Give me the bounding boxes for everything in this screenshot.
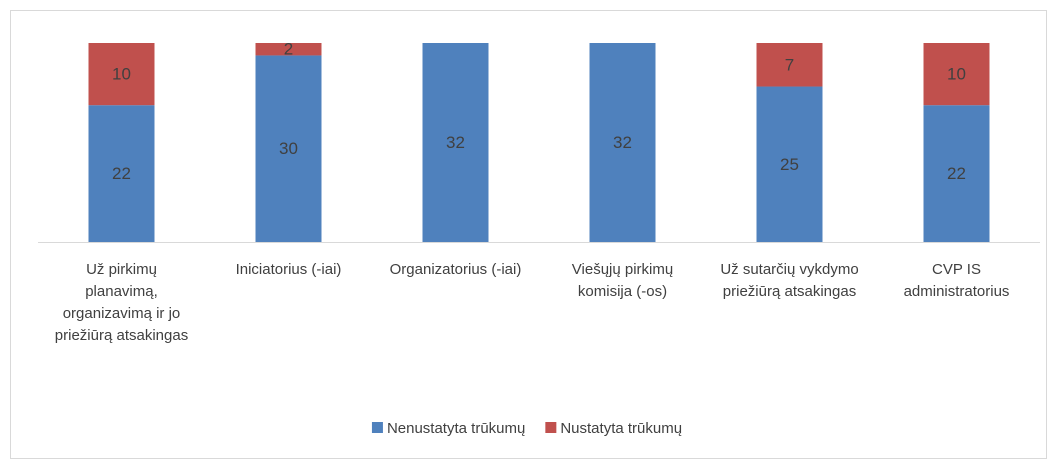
data-label: 2 xyxy=(284,40,293,59)
legend-label: Nenustatyta trūkumų xyxy=(387,420,525,437)
bar-segment xyxy=(255,55,322,242)
data-label: 25 xyxy=(780,155,799,174)
bar-segment xyxy=(923,105,990,242)
legend-label: Nustatyta trūkumų xyxy=(560,420,682,437)
bar-segment xyxy=(923,43,990,106)
x-tick-label: CVP IS administratorius xyxy=(904,261,1010,300)
x-tick-label: Viešųjų pirkimų komisija (-os) xyxy=(572,261,673,300)
bar-segment xyxy=(88,105,155,242)
legend-swatch xyxy=(545,422,557,433)
x-tick-label: Už pirkimų planavimą, organizavimą ir jo pr… xyxy=(55,261,188,344)
data-label: 32 xyxy=(613,133,632,152)
x-tick-label: Organizatorius (-iai) xyxy=(390,261,522,278)
data-label: 10 xyxy=(112,65,131,84)
data-label: 22 xyxy=(112,164,131,183)
bar-segment xyxy=(756,86,823,242)
legend-item: Nustatyta trūkumų xyxy=(545,420,682,437)
x-tick-label: Už sutarčių vykdymo priežiūrą atsakingas xyxy=(720,261,858,300)
legend-swatch xyxy=(371,422,383,433)
bar-segment xyxy=(255,43,322,56)
chart-border xyxy=(10,10,1047,459)
bar-segment xyxy=(589,43,656,242)
legend-item: Nenustatyta trūkumų xyxy=(371,420,525,437)
data-label: 30 xyxy=(279,139,298,158)
data-label: 32 xyxy=(446,133,465,152)
x-tick-label: Iniciatorius (-iai) xyxy=(236,261,342,278)
bar-segment xyxy=(422,43,489,242)
data-label: 10 xyxy=(947,65,966,84)
data-label: 7 xyxy=(785,55,794,74)
bar-segment xyxy=(88,43,155,106)
bar-segment xyxy=(756,43,823,87)
data-label: 22 xyxy=(947,164,966,183)
